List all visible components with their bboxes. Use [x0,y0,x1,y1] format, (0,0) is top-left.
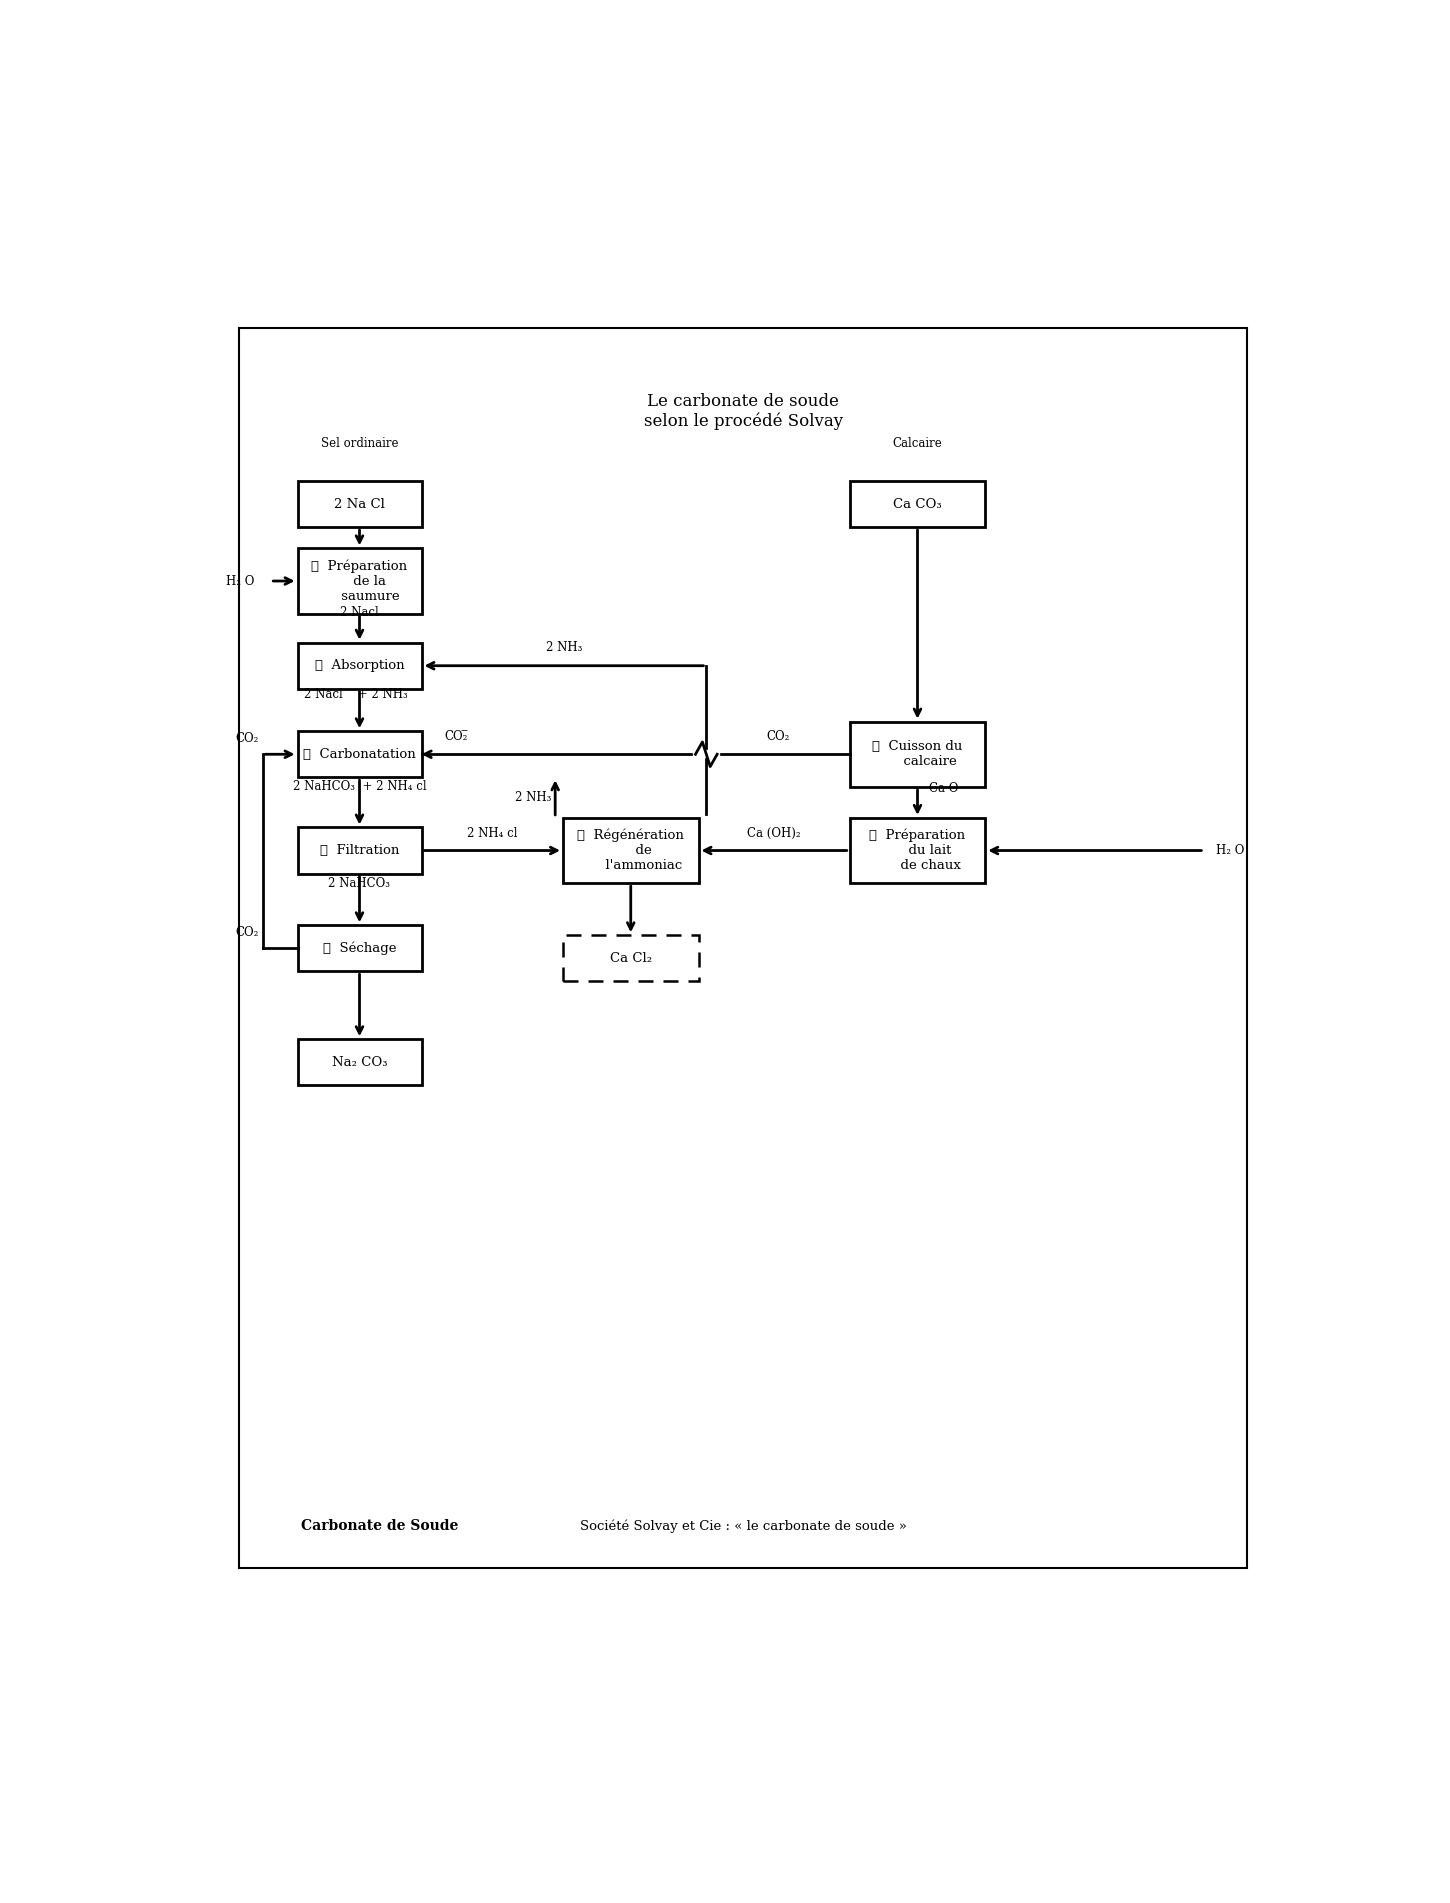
Text: 2 Nacl: 2 Nacl [341,605,378,618]
Bar [850,818,986,883]
Text: Na₂ CO₃: Na₂ CO₃ [332,1056,387,1069]
Text: ⑦  Préparation
      du lait
      de chaux: ⑦ Préparation du lait de chaux [870,830,966,872]
Bar [563,818,699,883]
Bar [297,925,422,971]
Text: 2 NaHCO₃  + 2 NH₄ cl: 2 NaHCO₃ + 2 NH₄ cl [293,780,426,794]
Text: Ca Cl₂: Ca Cl₂ [609,952,652,965]
Bar [850,721,986,788]
Bar [850,481,986,527]
Text: CO₂̅: CO₂̅ [445,731,468,744]
Text: CO₂: CO₂ [235,927,258,938]
Text: Carbonate de Soude: Carbonate de Soude [302,1519,458,1532]
Bar [239,329,1247,1568]
Text: ①  Préparation
     de la
     saumure: ① Préparation de la saumure [312,559,407,603]
Text: H₂ O: H₂ O [226,575,255,588]
Text: 2 Nacl    + 2 NH₃: 2 Nacl + 2 NH₃ [303,687,407,700]
Text: 2 NH₃: 2 NH₃ [515,792,551,805]
Text: Ca (OH)₂: Ca (OH)₂ [747,826,800,839]
Text: Sel ordinaire: Sel ordinaire [320,438,399,451]
Text: 2 Na Cl: 2 Na Cl [334,497,384,510]
Text: 2 NH₃: 2 NH₃ [545,641,581,655]
Text: 2 NaHCO₃: 2 NaHCO₃ [329,877,390,891]
Text: ④  Filtration: ④ Filtration [320,845,399,856]
Text: CO₂: CO₂ [235,733,258,746]
Text: ⑤  Séchage: ⑤ Séchage [323,942,396,955]
Text: Société Solvay et Cie : « le carbonate de soude »: Société Solvay et Cie : « le carbonate d… [580,1519,906,1532]
Bar [297,548,422,615]
Text: ②  Absorption: ② Absorption [315,658,405,672]
Bar [297,731,422,776]
Bar [297,828,422,873]
Text: Ca O: Ca O [929,782,958,795]
Text: Calcaire: Calcaire [893,438,942,451]
Text: CO₂: CO₂ [766,731,790,744]
Bar [297,1039,422,1085]
Bar [297,481,422,527]
Bar [297,643,422,689]
Text: Ca CO₃: Ca CO₃ [893,497,942,510]
Text: H₂ O: H₂ O [1217,845,1244,856]
Text: Le carbonate de soude
selon le procédé Solvay: Le carbonate de soude selon le procédé S… [644,394,842,430]
Text: 2 NH₄ cl: 2 NH₄ cl [467,826,518,839]
Text: ③  Carbonatation: ③ Carbonatation [303,748,416,761]
Text: ⑧  Régénération
      de
      l'ammoniac: ⑧ Régénération de l'ammoniac [577,830,684,872]
Text: ⑥  Cuisson du
      calcaire: ⑥ Cuisson du calcaire [873,740,963,769]
Bar [563,934,699,982]
